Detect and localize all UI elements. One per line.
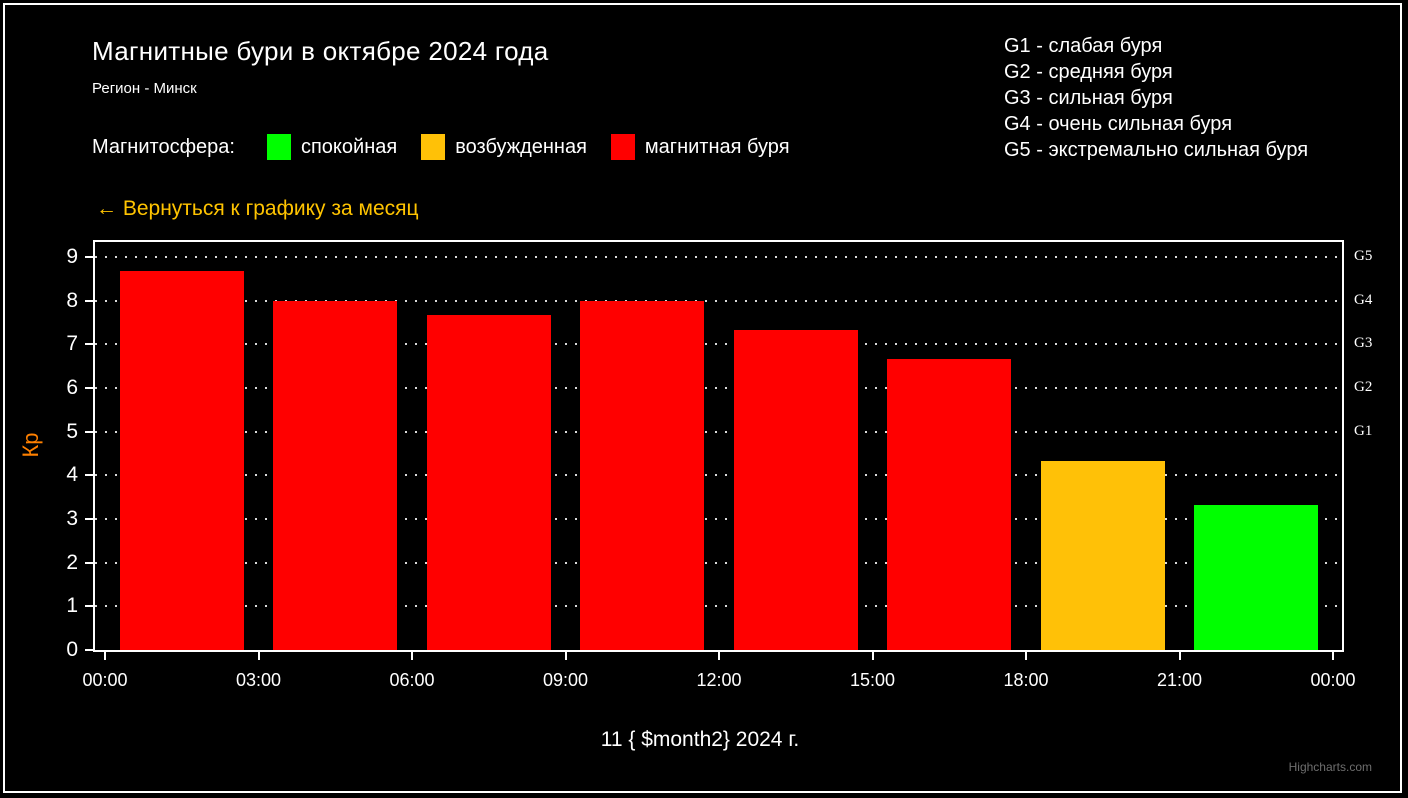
y-axis-tick [85,605,93,607]
legend-swatch [267,134,291,160]
x-axis-tick [718,652,720,660]
storm-scale-item: G5 - экстремально сильная буря [1004,137,1308,163]
back-link[interactable]: ← Вернуться к графику за месяц [96,197,419,221]
right-axis-label: G4 [1354,292,1372,309]
legend-title: Магнитосфера: [92,136,235,159]
chart-title: Магнитные бури в октябре 2024 года [92,36,549,67]
x-axis-label: 18:00 [981,670,1071,691]
legend-item-label: магнитная буря [645,136,790,159]
y-axis-label: 0 [20,638,78,662]
y-axis-label: 9 [20,245,78,269]
right-axis-label: G3 [1354,335,1372,352]
storm-scale-item: G4 - очень сильная буря [1004,111,1308,137]
kp-bar[interactable] [427,315,551,650]
legend-swatch [421,134,445,160]
y-axis-label: 1 [20,594,78,618]
x-axis-tick [104,652,106,660]
y-axis-tick [85,387,93,389]
plot-area [93,240,1344,652]
y-axis-tick [85,431,93,433]
highcharts-credits[interactable]: Highcharts.com [1289,760,1372,774]
x-axis-tick [1332,652,1334,660]
y-axis-tick [85,343,93,345]
x-axis-tick [1179,652,1181,660]
kp-bar[interactable] [1194,505,1318,650]
x-axis-label: 00:00 [1288,670,1378,691]
y-axis-label: 7 [20,332,78,356]
y-axis-label: 3 [20,507,78,531]
right-axis-label: G2 [1354,379,1372,396]
y-axis-title: Кр [18,413,44,477]
legend-item[interactable]: магнитная буря [611,134,790,160]
legend-item-label: возбужденная [455,136,587,159]
legend-item[interactable]: спокойная [267,134,397,160]
y-axis-tick [85,474,93,476]
kp-bar[interactable] [1041,461,1165,650]
y-gridline [95,256,1342,258]
x-axis-label: 03:00 [214,670,304,691]
y-axis-label: 6 [20,376,78,400]
x-axis-label: 21:00 [1135,670,1225,691]
x-axis-tick [872,652,874,660]
y-axis-tick [85,518,93,520]
right-axis-label: G1 [1354,423,1372,440]
x-axis-tick [258,652,260,660]
storm-scale-item: G2 - средняя буря [1004,59,1308,85]
chart-subtitle: Регион - Минск [92,80,197,97]
storm-scale-item: G1 - слабая буря [1004,33,1308,59]
x-axis-label: 09:00 [521,670,611,691]
legend-swatch [611,134,635,160]
kp-bar[interactable] [120,271,244,650]
x-axis-label: 15:00 [828,670,918,691]
x-axis-tick [1025,652,1027,660]
x-axis-title: 11 { $month2} 2024 г. [400,728,1000,752]
x-axis-tick [565,652,567,660]
legend: Магнитосфера: спокойная возбужденная магни… [92,134,814,160]
legend-item-label: спокойная [301,136,397,159]
legend-item[interactable]: возбужденная [421,134,587,160]
y-axis-tick [85,300,93,302]
kp-bar[interactable] [734,330,858,650]
kp-bar[interactable] [273,301,397,650]
legend-items: спокойная возбужденная магнитная буря [267,134,814,160]
y-axis-tick [85,562,93,564]
x-axis-label: 12:00 [674,670,764,691]
y-axis-tick [85,256,93,258]
right-axis-label: G5 [1354,248,1372,265]
y-axis-label: 8 [20,289,78,313]
y-axis-tick [85,649,93,651]
kp-bar[interactable] [887,359,1011,650]
x-axis-label: 00:00 [60,670,150,691]
x-axis-label: 06:00 [367,670,457,691]
y-axis-label: 2 [20,551,78,575]
storm-scale-legend: G1 - слабая буряG2 - средняя буряG3 - си… [1004,33,1308,163]
x-axis-tick [411,652,413,660]
storm-scale-item: G3 - сильная буря [1004,85,1308,111]
kp-bar[interactable] [580,301,704,650]
chart-container: Магнитные бури в октябре 2024 года Регио… [0,0,1408,798]
